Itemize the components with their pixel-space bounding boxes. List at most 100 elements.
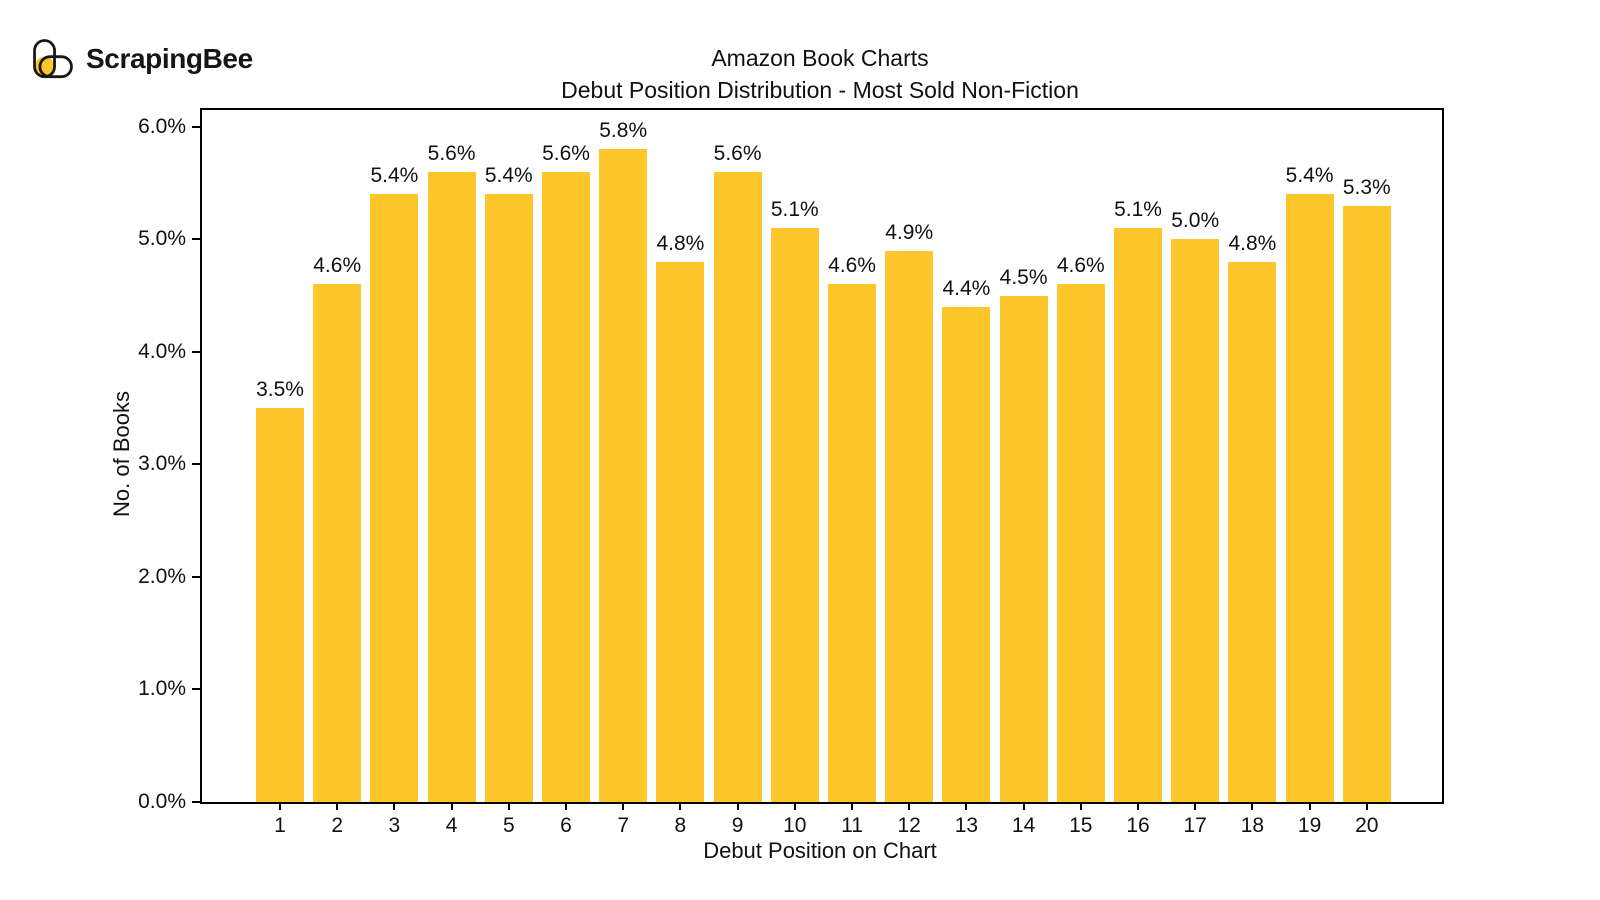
bar [1342, 205, 1391, 802]
x-tick-label: 20 [1355, 814, 1379, 837]
y-tick-label: 4.0% [138, 339, 186, 363]
y-tick-label: 2.0% [138, 564, 186, 588]
x-tick-mark [793, 802, 796, 810]
x-tick-label: 1 [274, 814, 286, 837]
bar [484, 194, 533, 802]
bar-value-label: 5.6% [427, 141, 476, 165]
bar-value-label: 4.8% [656, 231, 705, 255]
bar-value-label: 3.5% [256, 378, 304, 402]
x-tick-label: 19 [1297, 814, 1322, 837]
bar-value-label: 4.8% [1228, 231, 1277, 255]
bar-value-label: 5.4% [370, 164, 419, 188]
bar [599, 149, 648, 802]
bar [770, 228, 819, 802]
y-tick-mark [192, 350, 200, 353]
x-tick-mark [279, 802, 281, 810]
bar-value-label: 5.8% [599, 119, 648, 143]
x-tick-label: 6 [560, 814, 572, 837]
bar [1056, 284, 1105, 802]
y-tick-label: 6.0% [138, 114, 186, 138]
bar [542, 171, 590, 802]
x-tick-mark [1308, 802, 1311, 810]
bar-value-label: 5.4% [484, 164, 533, 188]
bar-value-label: 5.0% [1171, 209, 1220, 233]
bar [713, 171, 762, 802]
bar [656, 261, 705, 802]
bar-value-label: 4.4% [942, 276, 991, 300]
bar [1114, 228, 1162, 802]
y-tick-mark [192, 238, 200, 241]
scrapingbee-logo-text: ScrapingBee [86, 43, 253, 74]
bar-value-label: 4.6% [1056, 254, 1105, 278]
bar-value-label: 4.6% [828, 254, 876, 278]
bar [370, 194, 419, 802]
chart-title: Amazon Book Charts [711, 45, 929, 71]
x-tick-mark [565, 802, 567, 810]
bar-value-label: 4.6% [313, 254, 362, 278]
bar-value-label: 5.1% [770, 198, 819, 222]
bar [828, 284, 876, 802]
x-tick-label: 11 [841, 814, 863, 837]
x-tick-mark [336, 802, 339, 810]
bar-value-label: 5.4% [1285, 164, 1334, 188]
x-tick-label: 4 [445, 814, 458, 837]
x-tick-mark [1079, 802, 1082, 810]
y-tick-mark [192, 688, 200, 691]
x-axis-label: Debut Position on Chart [703, 838, 937, 863]
y-axis-label: No. of Books [109, 391, 134, 517]
y-tick-mark [192, 125, 200, 128]
x-tick-label: 9 [731, 814, 744, 837]
x-tick-mark [851, 802, 853, 810]
x-tick-label: 18 [1240, 814, 1265, 837]
bar [427, 171, 476, 802]
bar-value-label: 4.9% [885, 220, 934, 244]
bar-value-label: 5.1% [1114, 198, 1162, 222]
x-tick-mark [965, 802, 968, 810]
bar-value-label: 5.6% [713, 141, 762, 165]
y-tick-label: 3.0% [138, 452, 186, 476]
bar [313, 284, 362, 802]
bar-value-label: 4.5% [999, 265, 1048, 289]
x-tick-label: 12 [897, 814, 921, 837]
x-tick-mark [507, 802, 510, 810]
y-tick-mark [192, 575, 200, 578]
x-tick-label: 15 [1069, 814, 1093, 837]
x-tick-label: 10 [783, 814, 807, 837]
y-tick-mark [192, 801, 200, 803]
x-tick-mark [622, 802, 625, 810]
chart-title-block: Amazon Book Charts Debut Position Distri… [200, 42, 1440, 106]
x-tick-mark [908, 802, 911, 810]
x-tick-label: 13 [954, 814, 979, 837]
plot-area: 3.5% 1 4.6% 2 5.4% 3 5.6% 4 5.4% 5 5.6% 6 5.8% 7 4.8% 8… [138, 108, 1444, 837]
x-tick-mark [1022, 802, 1025, 810]
bar [256, 408, 304, 802]
x-tick-mark [1137, 802, 1139, 810]
scrapingbee-bee-icon [33, 39, 73, 79]
x-tick-mark [393, 802, 396, 810]
x-tick-label: 16 [1126, 814, 1150, 837]
y-tick-mark [192, 463, 200, 466]
x-tick-label: 17 [1183, 814, 1207, 837]
x-tick-label: 7 [617, 814, 630, 837]
x-tick-label: 3 [388, 814, 401, 837]
x-tick-label: 2 [331, 814, 344, 837]
x-tick-mark [736, 802, 739, 810]
y-tick-label: 5.0% [138, 227, 186, 251]
x-tick-mark [679, 802, 682, 810]
bar [1285, 194, 1334, 802]
bar [1171, 239, 1220, 802]
x-tick-mark [1251, 802, 1254, 810]
x-tick-mark [1194, 802, 1197, 810]
chart-subtitle: Debut Position Distribution - Most Sold … [561, 77, 1079, 103]
bar-value-label: 5.6% [542, 141, 590, 165]
y-tick-label: 0.0% [138, 790, 186, 813]
x-tick-mark [1365, 802, 1368, 810]
bar [942, 306, 991, 802]
bar [1228, 261, 1277, 802]
x-tick-label: 5 [502, 814, 515, 837]
x-tick-label: 8 [674, 814, 687, 837]
bar [999, 295, 1048, 802]
scrapingbee-logo: ScrapingBee [33, 39, 253, 79]
x-tick-mark [450, 802, 453, 810]
